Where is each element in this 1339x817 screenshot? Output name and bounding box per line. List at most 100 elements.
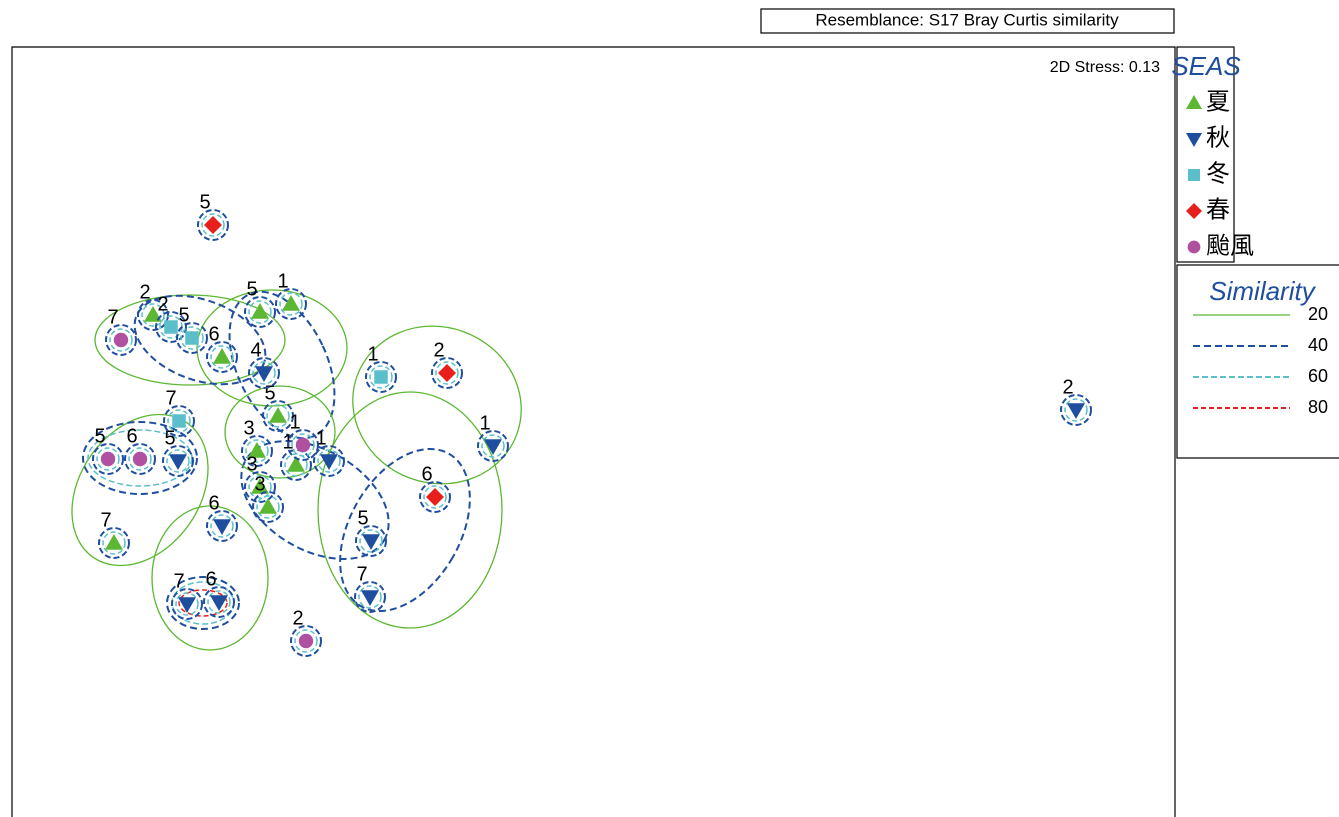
plot-frame bbox=[11, 46, 1176, 817]
stress-annotation: 2D Stress: 0.13 bbox=[1050, 59, 1160, 76]
contour-ring bbox=[197, 209, 229, 241]
point bbox=[105, 534, 123, 550]
contour-ring bbox=[435, 361, 459, 385]
contour bbox=[352, 325, 522, 485]
legend-label: 60 bbox=[1308, 366, 1328, 386]
contour-ring bbox=[266, 404, 290, 428]
point bbox=[213, 348, 231, 364]
point-label: 1 bbox=[289, 411, 300, 433]
contour-ring bbox=[1060, 394, 1092, 426]
point bbox=[248, 442, 266, 458]
contour bbox=[178, 589, 228, 617]
contour-ring bbox=[98, 527, 130, 559]
point-label: 2 bbox=[139, 281, 150, 303]
title-box bbox=[760, 8, 1175, 34]
legend-label: 冬 bbox=[1206, 160, 1230, 187]
point-label: 5 bbox=[164, 427, 175, 449]
contour-ring bbox=[358, 585, 382, 609]
contour-ring bbox=[207, 590, 231, 614]
point-label: 2 bbox=[1062, 376, 1073, 398]
point bbox=[251, 303, 269, 319]
point bbox=[282, 295, 300, 311]
legend-label: 40 bbox=[1308, 335, 1328, 355]
point-label: 6 bbox=[208, 323, 219, 345]
point bbox=[210, 595, 228, 611]
contour-ring bbox=[141, 303, 165, 327]
contour-ring bbox=[355, 525, 387, 557]
point bbox=[255, 366, 273, 382]
point bbox=[251, 478, 269, 494]
point bbox=[320, 454, 338, 470]
contour-ring bbox=[419, 481, 451, 513]
point-label: 2 bbox=[433, 339, 444, 361]
point-label: 5 bbox=[94, 425, 105, 447]
contour bbox=[133, 294, 267, 386]
point-label: 6 bbox=[126, 425, 137, 447]
contour-ring bbox=[102, 531, 126, 555]
legend-marker bbox=[1186, 203, 1202, 219]
contour bbox=[317, 391, 503, 629]
contour-ring bbox=[279, 292, 303, 316]
point-label: 6 bbox=[205, 568, 216, 590]
contour-ring bbox=[128, 447, 152, 471]
contour-ring bbox=[290, 625, 322, 657]
contour-ring bbox=[109, 328, 133, 352]
point-label: 3 bbox=[243, 417, 254, 439]
point bbox=[295, 437, 311, 453]
point bbox=[361, 590, 379, 606]
chart-title: Resemblance: S17 Bray Curtis similarity bbox=[815, 10, 1119, 29]
contour-ring bbox=[245, 439, 269, 463]
contour-ring bbox=[210, 345, 234, 369]
point bbox=[1067, 403, 1085, 419]
point-label: 7 bbox=[107, 306, 118, 328]
point-label: 1 bbox=[315, 427, 326, 449]
contour bbox=[228, 290, 336, 440]
legend-label: 夏 bbox=[1206, 88, 1230, 115]
contour-ring bbox=[162, 445, 194, 477]
contour-ring bbox=[180, 326, 204, 350]
legend-label: 秋 bbox=[1206, 124, 1230, 151]
contour-ring bbox=[291, 433, 315, 457]
point bbox=[172, 414, 186, 428]
point bbox=[185, 331, 199, 345]
contour-ring bbox=[167, 409, 191, 433]
contour-ring bbox=[275, 288, 307, 320]
point-label: 7 bbox=[165, 387, 176, 409]
contour-ring bbox=[244, 296, 276, 328]
contour-ring bbox=[244, 471, 276, 503]
point bbox=[259, 498, 277, 514]
contour bbox=[240, 440, 390, 560]
contour-ring bbox=[248, 357, 280, 389]
point-label: 1 bbox=[277, 270, 288, 292]
contour-ring bbox=[262, 400, 294, 432]
point-label: 3 bbox=[254, 473, 265, 495]
contour-ring bbox=[248, 475, 272, 499]
contour bbox=[224, 385, 336, 479]
point bbox=[287, 456, 305, 472]
contour-ring bbox=[287, 429, 319, 461]
contour-ring bbox=[481, 434, 505, 458]
point-label: 3 bbox=[246, 453, 257, 475]
point-label: 5 bbox=[199, 191, 210, 213]
point bbox=[144, 306, 162, 322]
contour-ring bbox=[359, 529, 383, 553]
point-label: 6 bbox=[208, 492, 219, 514]
point-label: 5 bbox=[264, 382, 275, 404]
point bbox=[169, 454, 187, 470]
legend-label: 80 bbox=[1308, 397, 1328, 417]
contour-ring bbox=[163, 405, 195, 437]
point bbox=[204, 216, 222, 234]
point bbox=[164, 320, 178, 334]
contour-ring bbox=[252, 491, 284, 523]
contour-ring bbox=[477, 430, 509, 462]
point-label: 2 bbox=[157, 293, 168, 315]
contour-ring bbox=[96, 447, 120, 471]
point-label: 5 bbox=[357, 507, 368, 529]
point bbox=[374, 370, 388, 384]
contour-ring bbox=[210, 514, 234, 538]
contour-ring bbox=[175, 592, 199, 616]
similarity-legend-box bbox=[1176, 264, 1339, 459]
contour-ring bbox=[105, 324, 137, 356]
contour-ring bbox=[155, 311, 187, 343]
